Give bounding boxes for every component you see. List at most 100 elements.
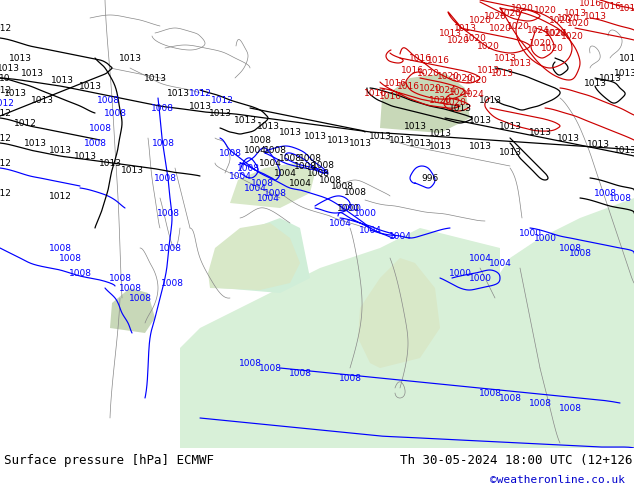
Text: 1008: 1008 bbox=[238, 359, 261, 368]
Text: 1020: 1020 bbox=[463, 33, 486, 43]
Text: 1004: 1004 bbox=[489, 259, 512, 268]
Text: 1013: 1013 bbox=[614, 69, 634, 77]
Text: 1008: 1008 bbox=[160, 278, 183, 288]
Text: 1004: 1004 bbox=[469, 253, 491, 263]
Text: 1013: 1013 bbox=[429, 128, 451, 138]
Text: 1000: 1000 bbox=[448, 269, 472, 277]
Text: 1008: 1008 bbox=[264, 189, 287, 197]
Text: 1016: 1016 bbox=[427, 55, 450, 65]
Text: 1020: 1020 bbox=[557, 14, 579, 23]
Text: 1016: 1016 bbox=[408, 53, 432, 63]
Polygon shape bbox=[380, 73, 470, 133]
Text: 1008: 1008 bbox=[306, 169, 330, 177]
Text: 1013: 1013 bbox=[167, 89, 190, 98]
Text: 996: 996 bbox=[422, 173, 439, 182]
Text: 1008: 1008 bbox=[48, 244, 72, 252]
Text: 10: 10 bbox=[0, 74, 11, 82]
Text: 1016: 1016 bbox=[363, 89, 387, 98]
Text: ©weatheronline.co.uk: ©weatheronline.co.uk bbox=[490, 475, 625, 485]
Text: 1012: 1012 bbox=[13, 119, 36, 127]
Text: 1008: 1008 bbox=[294, 162, 316, 171]
Text: 1013: 1013 bbox=[403, 122, 427, 130]
Text: 1000: 1000 bbox=[469, 273, 491, 283]
Text: 1004: 1004 bbox=[288, 178, 311, 188]
Text: 1013: 1013 bbox=[0, 64, 20, 73]
Text: 1004: 1004 bbox=[273, 169, 297, 177]
Text: 1008: 1008 bbox=[152, 139, 174, 147]
Text: Surface pressure [hPa] ECMWF: Surface pressure [hPa] ECMWF bbox=[4, 454, 214, 466]
Text: 012: 012 bbox=[0, 24, 11, 32]
Text: 1013: 1013 bbox=[389, 136, 411, 145]
Text: 1008: 1008 bbox=[593, 189, 616, 197]
Text: 1020: 1020 bbox=[484, 11, 507, 21]
Text: 1013: 1013 bbox=[469, 116, 491, 124]
Text: 1013: 1013 bbox=[564, 8, 586, 18]
Text: 1020: 1020 bbox=[446, 35, 469, 45]
Text: 1008: 1008 bbox=[559, 244, 581, 252]
Text: 1012: 1012 bbox=[188, 89, 211, 98]
Text: 1013: 1013 bbox=[508, 58, 531, 68]
Text: 1008: 1008 bbox=[498, 393, 522, 402]
Text: 1013: 1013 bbox=[439, 28, 462, 38]
Text: 1020: 1020 bbox=[541, 44, 564, 52]
Text: 1008: 1008 bbox=[609, 194, 631, 202]
Text: 1013: 1013 bbox=[619, 53, 634, 63]
Text: 1013: 1013 bbox=[586, 140, 609, 148]
Text: 1008: 1008 bbox=[249, 136, 271, 145]
Text: 1020: 1020 bbox=[510, 3, 533, 13]
Text: 1013: 1013 bbox=[233, 116, 257, 124]
Text: 1008: 1008 bbox=[559, 403, 581, 413]
Text: Th 30-05-2024 18:00 UTC (12+126): Th 30-05-2024 18:00 UTC (12+126) bbox=[400, 454, 634, 466]
Text: 1020: 1020 bbox=[507, 22, 529, 30]
Text: 1013: 1013 bbox=[479, 96, 501, 104]
Text: 1020: 1020 bbox=[469, 16, 491, 24]
Text: 1013: 1013 bbox=[408, 139, 432, 147]
Text: 1008: 1008 bbox=[89, 123, 112, 132]
Text: 1004: 1004 bbox=[257, 194, 280, 202]
Text: 1020: 1020 bbox=[489, 24, 512, 32]
Text: 1008: 1008 bbox=[68, 269, 91, 277]
Polygon shape bbox=[230, 163, 315, 208]
Text: 1008: 1008 bbox=[344, 188, 366, 196]
Text: 1012: 1012 bbox=[0, 158, 11, 168]
Text: 1016: 1016 bbox=[378, 92, 401, 100]
Text: 1008: 1008 bbox=[103, 108, 127, 118]
Text: 1000: 1000 bbox=[533, 234, 557, 243]
Text: 1012: 1012 bbox=[0, 98, 15, 107]
Text: 1008: 1008 bbox=[153, 173, 176, 182]
Text: 1000: 1000 bbox=[519, 228, 541, 238]
Text: 1020: 1020 bbox=[417, 69, 439, 77]
Text: 1013: 1013 bbox=[51, 75, 74, 84]
Text: 1008: 1008 bbox=[330, 181, 354, 191]
Text: 1020: 1020 bbox=[477, 42, 500, 50]
Polygon shape bbox=[208, 223, 300, 290]
Text: 1008: 1008 bbox=[339, 373, 361, 383]
Text: 1016: 1016 bbox=[401, 66, 424, 74]
Text: 1008: 1008 bbox=[278, 153, 302, 163]
Text: 1013: 1013 bbox=[614, 146, 634, 154]
Text: 1020: 1020 bbox=[498, 8, 521, 18]
Text: 1012: 1012 bbox=[0, 133, 11, 143]
Text: 1013: 1013 bbox=[188, 101, 212, 111]
Text: 1008: 1008 bbox=[219, 148, 242, 157]
Text: 1008: 1008 bbox=[311, 161, 335, 170]
Text: 1020: 1020 bbox=[534, 5, 557, 15]
Polygon shape bbox=[110, 288, 155, 333]
Text: 1013: 1013 bbox=[48, 146, 72, 154]
Polygon shape bbox=[180, 228, 500, 448]
Text: 1004: 1004 bbox=[389, 231, 411, 241]
Text: 1020: 1020 bbox=[429, 96, 451, 104]
Text: 1013: 1013 bbox=[209, 108, 231, 118]
Text: 1000: 1000 bbox=[339, 203, 361, 213]
Text: 1013: 1013 bbox=[453, 24, 477, 32]
Text: 1008: 1008 bbox=[264, 146, 287, 154]
Text: 1013: 1013 bbox=[477, 66, 500, 74]
Text: 1016: 1016 bbox=[578, 0, 602, 7]
Text: 1004: 1004 bbox=[359, 225, 382, 235]
Text: 1020: 1020 bbox=[543, 28, 566, 38]
Text: 1008: 1008 bbox=[259, 364, 281, 372]
Text: 1004: 1004 bbox=[259, 158, 281, 168]
Text: 1024: 1024 bbox=[449, 88, 471, 97]
Text: 1020: 1020 bbox=[560, 31, 583, 41]
Text: 1004: 1004 bbox=[229, 172, 252, 180]
